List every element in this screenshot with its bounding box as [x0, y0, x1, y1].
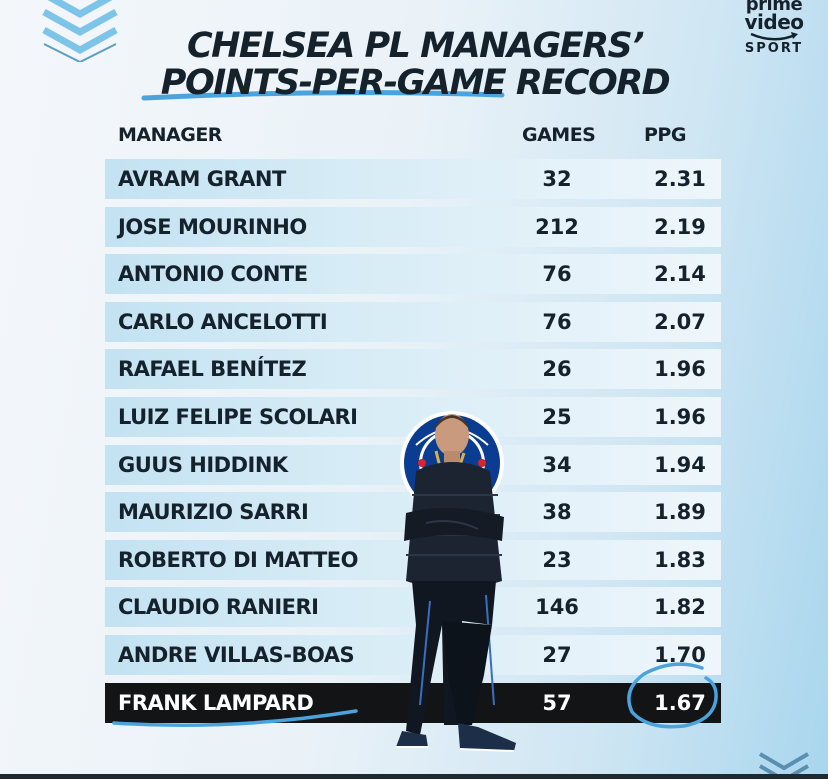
- header-games: GAMES: [522, 124, 596, 146]
- table-row: JOSE MOURINHO 212 2.19: [105, 206, 721, 247]
- manager-name: LUIZ FELIPE SCOLARI: [118, 404, 358, 429]
- title-underline-swoosh: [141, 90, 505, 101]
- manager-figure-icon: [396, 411, 516, 752]
- prime-video-smile-icon: [750, 32, 798, 41]
- ppg-value: 2.31: [654, 167, 706, 191]
- manager-name: GUUS HIDDINK: [118, 452, 288, 477]
- ppg-value: 1.67: [654, 690, 706, 715]
- bottom-band: [0, 774, 828, 779]
- table-row: RAFAEL BENÍTEZ 26 1.96: [105, 349, 721, 390]
- header-manager: MANAGER: [118, 124, 222, 146]
- games-value: 34: [542, 452, 572, 477]
- ppg-value: 2.14: [654, 262, 706, 287]
- ppg-circle-swoosh: [627, 662, 718, 729]
- manager-name: ROBERTO DI MATTEO: [118, 547, 359, 572]
- manager-name: JOSE MOURINHO: [118, 214, 307, 239]
- ppg-value: 1.96: [654, 404, 706, 429]
- ppg-value: 1.89: [654, 500, 706, 525]
- table-row: CLAUDIO RANIERI 146 1.82: [105, 587, 721, 628]
- ppg-value: 1.82: [654, 595, 706, 620]
- name-underline-swoosh: [112, 709, 358, 728]
- games-value: 76: [542, 309, 572, 334]
- games-value: 146: [535, 595, 579, 620]
- chevron-stripes-icon: [42, 0, 118, 62]
- manager-name: CLAUDIO RANIERI: [118, 595, 319, 620]
- games-value: 27: [542, 642, 572, 667]
- ppg-value: 1.83: [654, 547, 706, 572]
- manager-name: FRANK LAMPARD: [118, 690, 314, 715]
- games-value: 25: [542, 404, 572, 429]
- page-title-line-2: POINTS-PER-GAME RECORD: [160, 63, 671, 103]
- ppg-value: 2.07: [654, 309, 706, 334]
- prime-video-sport-logo: prime video SPORT: [738, 0, 810, 66]
- ppg-value: 1.96: [654, 357, 706, 382]
- games-value: 57: [542, 690, 572, 715]
- table-row: ANTONIO CONTE 76 2.14: [105, 254, 721, 295]
- brand-line-3: SPORT: [744, 41, 804, 56]
- games-value: 26: [542, 357, 572, 382]
- table-row: CARLO ANCELOTTI 76 2.07: [105, 301, 721, 342]
- manager-name: MAURIZIO SARRI: [118, 500, 309, 525]
- brand-line-1: prime: [745, 0, 803, 15]
- manager-name: ANDRE VILLAS-BOAS: [118, 642, 355, 667]
- games-value: 38: [542, 500, 572, 525]
- games-value: 32: [542, 167, 572, 191]
- ppg-value: 2.19: [654, 214, 706, 239]
- table-row: AVRAM GRANT 32 2.31: [105, 159, 721, 199]
- page-title-line-1: CHELSEA PL MANAGERS’: [186, 26, 645, 66]
- manager-name: CARLO ANCELOTTI: [118, 309, 328, 334]
- games-value: 76: [542, 262, 572, 287]
- games-value: 23: [542, 547, 572, 572]
- manager-name: ANTONIO CONTE: [118, 262, 308, 287]
- chevron-stripes-icon: [758, 752, 810, 779]
- header-ppg: PPG: [644, 124, 686, 146]
- manager-name: AVRAM GRANT: [118, 167, 286, 191]
- brand-line-2: video: [744, 10, 804, 34]
- manager-name: RAFAEL BENÍTEZ: [118, 357, 307, 382]
- games-value: 212: [535, 214, 579, 239]
- ppg-value: 1.94: [654, 452, 706, 477]
